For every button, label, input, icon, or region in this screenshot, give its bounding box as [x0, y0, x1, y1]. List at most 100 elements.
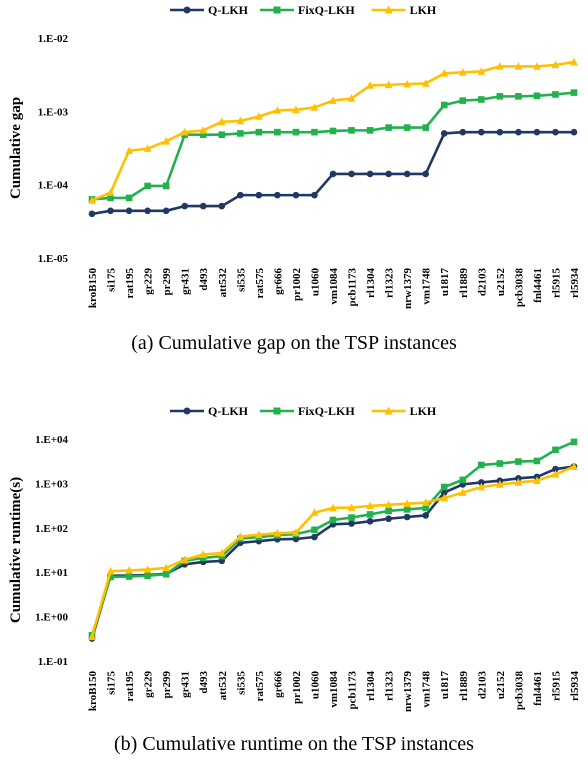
chart-a-legend: Q-LKH FixQ-LKH LKH	[170, 3, 437, 17]
chart-b-line-lkh	[90, 465, 575, 638]
chart-a-point	[329, 170, 337, 178]
chart-a-point	[255, 128, 263, 136]
chart-b-point	[552, 465, 559, 473]
chart-a-point	[366, 127, 374, 134]
chart-a-xtick-label: pcb3038	[513, 268, 525, 308]
chart-b-point	[440, 483, 448, 491]
chart-a-point	[218, 202, 226, 210]
chart-a-xtick-label: u2152	[495, 268, 507, 297]
chart-b-point	[366, 501, 374, 510]
chart-a-xtick-label: u1060	[309, 268, 321, 297]
chart-a-point	[274, 191, 281, 199]
chart-b-point	[143, 565, 152, 573]
chart-b-point	[552, 446, 559, 454]
chart-b-xtick-label: vm1748	[421, 671, 433, 708]
chart-a-xtick-label: fnl4461	[532, 268, 544, 303]
chart-a-point	[292, 191, 300, 199]
chart-a-ytick-label: 1.E-04	[38, 180, 69, 192]
chart-a-caption: (a) Cumulative gap on the TSP instances	[131, 332, 457, 354]
chart-a-point	[274, 128, 281, 136]
chart-a-point	[422, 170, 429, 178]
chart-a-point	[181, 202, 188, 210]
chart-b-point	[292, 528, 300, 536]
chart-a-point	[125, 207, 133, 215]
chart-b-xtick-label: rl1889	[458, 671, 470, 701]
chart-b-point	[348, 520, 355, 527]
chart-b-xtick-label: rat575	[254, 671, 266, 702]
chart-a-xtick-label: gr666	[272, 268, 284, 295]
chart-a-point	[440, 101, 448, 109]
chart-b-point	[514, 478, 523, 486]
chart-a-point	[552, 91, 559, 98]
chart-a-legend-marker	[183, 6, 191, 14]
chart-a-point	[478, 128, 485, 136]
chart-a-point	[217, 117, 226, 126]
chart-a-point	[403, 79, 411, 88]
chart-a-point	[478, 96, 485, 103]
chart-b-xtick-label: rl5934	[569, 671, 581, 701]
chart-b-point	[162, 563, 170, 572]
chart-b-xtick-label: d2103	[476, 671, 488, 700]
chart-b-xtick-label: u1060	[309, 671, 321, 700]
chart-a-point	[143, 144, 152, 152]
chart-a-ytick-label: 1.E-02	[38, 33, 69, 45]
chart-a-ytick-label: 1.E-03	[38, 106, 69, 118]
chart-b-xtick-label: rat195	[124, 671, 136, 702]
chart-b-legend-label: Q-LKH	[208, 404, 249, 418]
chart-b-point	[458, 488, 467, 496]
chart-b-point	[199, 554, 207, 562]
chart-a-point	[570, 89, 578, 96]
chart-b-xtick-label: rl1323	[384, 671, 396, 701]
chart-b-legend-marker	[384, 406, 393, 415]
chart-a-svg: 1.E-05 1.E-04 1.E-03 1.E-02 Cumulative gap kr…	[8, 3, 581, 309]
chart-a-point	[440, 130, 448, 137]
chart-b-xtick-label: si535	[235, 671, 247, 695]
chart-b-point	[366, 518, 374, 525]
chart-b-ytick-label: 1.E+01	[35, 567, 68, 579]
chart-b-line-q-lkh	[90, 465, 575, 639]
chart-a-point	[347, 94, 356, 102]
chart-b-point	[311, 533, 318, 541]
chart-a-point	[180, 127, 189, 136]
chart-b-point	[403, 499, 411, 507]
chart-a-point	[310, 103, 319, 111]
chart-b-xtick-label: vm1084	[328, 671, 340, 708]
chart-a-point	[106, 188, 115, 196]
chart-a-point	[459, 128, 467, 136]
chart-a-xtick-label: rl1323	[384, 268, 396, 298]
chart-a-xtick-label: pr299	[161, 268, 173, 296]
chart-a-xtick-label: rl1304	[365, 268, 377, 298]
chart-b-point	[180, 555, 189, 564]
chart-b-point	[329, 516, 337, 524]
chart-b-point	[533, 476, 541, 485]
chart-a-point	[384, 80, 393, 89]
chart-b-point	[422, 504, 429, 512]
chart-a-point	[236, 116, 245, 125]
chart-a-point	[237, 130, 244, 137]
chart-a-point	[144, 182, 151, 190]
chart-a-legend-label: LKH	[410, 3, 437, 17]
chart-a-point	[107, 207, 114, 215]
chart-b-point	[144, 572, 151, 580]
chart-b-point	[403, 513, 411, 521]
chart-a-xtick-label: rl5915	[550, 268, 562, 298]
chart-b-point	[421, 498, 430, 506]
chart-b-legend-label: LKH	[410, 404, 437, 418]
chart-b-point	[496, 480, 504, 488]
chart-a-xtick-label: pcb1173	[347, 268, 359, 307]
chart-a-xtick-label: d493	[198, 268, 210, 291]
chart-a-legend-label: FixQ-LKH	[298, 3, 355, 17]
chart-a-xtick-label: gr229	[143, 268, 155, 295]
chart-a-point	[533, 62, 541, 70]
chart-a-xtick-label: pr1002	[291, 268, 303, 302]
chart-b-series-q-lkh	[88, 463, 578, 642]
chart-b-point	[440, 493, 449, 502]
chart-b-ytick-label: 1.E-01	[38, 656, 68, 668]
chart-a-xtick-label: vm1084	[328, 268, 340, 305]
chart-b-point	[515, 458, 522, 465]
chart-a-point	[533, 92, 541, 100]
chart-a-point	[311, 128, 318, 136]
chart-a-xtick-label: nrw1379	[402, 268, 414, 309]
chart-a-point	[311, 191, 318, 199]
chart-b-legend-marker	[183, 407, 191, 415]
